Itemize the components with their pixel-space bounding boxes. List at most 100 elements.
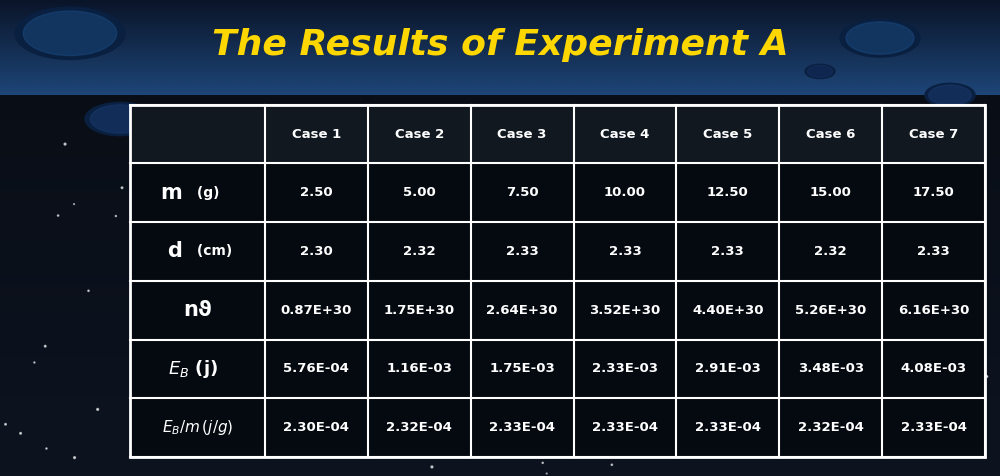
Point <box>304 180 320 188</box>
Point <box>131 245 147 253</box>
Point <box>655 320 671 327</box>
Point <box>887 352 903 359</box>
Point <box>50 212 66 219</box>
Bar <box>779 222 882 281</box>
Point <box>273 370 289 378</box>
Point <box>724 354 740 362</box>
Point <box>191 387 207 394</box>
Bar <box>130 281 265 339</box>
Bar <box>130 105 265 163</box>
Point <box>284 360 300 367</box>
Text: 2.50: 2.50 <box>300 186 333 199</box>
Text: 5.00: 5.00 <box>403 186 436 199</box>
Bar <box>265 222 368 281</box>
Bar <box>471 281 574 339</box>
Bar <box>471 339 574 398</box>
Bar <box>779 339 882 398</box>
Point <box>263 382 279 390</box>
Point <box>600 369 616 377</box>
Bar <box>574 163 676 222</box>
Text: 1.75E-03: 1.75E-03 <box>489 362 555 376</box>
Point <box>350 387 366 395</box>
Bar <box>574 339 676 398</box>
Text: 7.50: 7.50 <box>506 186 538 199</box>
Point <box>163 415 179 422</box>
Point <box>317 125 333 133</box>
Text: 4.40E+30: 4.40E+30 <box>692 304 764 317</box>
Bar <box>574 398 676 457</box>
Bar <box>368 398 471 457</box>
Bar <box>676 222 779 281</box>
Point <box>604 461 620 468</box>
Text: Case 7: Case 7 <box>909 128 958 140</box>
Bar <box>265 339 368 398</box>
Point <box>700 304 716 311</box>
Circle shape <box>85 102 155 136</box>
Circle shape <box>90 105 150 133</box>
Bar <box>368 281 471 339</box>
Point <box>424 463 440 471</box>
Bar <box>676 281 779 339</box>
Point <box>517 319 533 327</box>
Text: 4.08E-03: 4.08E-03 <box>901 362 967 376</box>
Text: Case 4: Case 4 <box>600 128 650 140</box>
Bar <box>676 339 779 398</box>
Text: 2.33: 2.33 <box>506 245 539 258</box>
Point <box>676 154 692 161</box>
Text: 17.50: 17.50 <box>913 186 954 199</box>
Point <box>590 136 606 143</box>
Text: 2.30: 2.30 <box>300 245 333 258</box>
Point <box>962 218 978 225</box>
Bar <box>779 163 882 222</box>
Point <box>0 420 14 428</box>
Point <box>38 445 54 452</box>
Text: 1.75E+30: 1.75E+30 <box>384 304 455 317</box>
Point <box>487 152 503 160</box>
Circle shape <box>805 64 835 79</box>
Bar <box>265 281 368 339</box>
Bar <box>130 163 265 222</box>
Point <box>26 358 42 366</box>
Text: 6.16E+30: 6.16E+30 <box>898 304 969 317</box>
Bar <box>676 163 779 222</box>
Bar <box>779 281 882 339</box>
Point <box>914 357 930 365</box>
Point <box>381 129 397 136</box>
Point <box>943 250 959 258</box>
Point <box>297 185 313 193</box>
Text: 2.32E-04: 2.32E-04 <box>386 421 452 434</box>
Bar <box>882 281 985 339</box>
Text: 2.33E-04: 2.33E-04 <box>592 421 658 434</box>
Text: 1.16E-03: 1.16E-03 <box>386 362 452 376</box>
Text: The Results of Experiment A: The Results of Experiment A <box>212 28 788 62</box>
Circle shape <box>807 65 833 78</box>
Bar <box>574 281 676 339</box>
Text: 2.33E-04: 2.33E-04 <box>695 421 761 434</box>
Circle shape <box>925 83 975 107</box>
Point <box>177 290 193 298</box>
Point <box>175 296 191 304</box>
Point <box>763 232 779 240</box>
Point <box>941 184 957 191</box>
Point <box>57 140 73 148</box>
Text: 2.32E-04: 2.32E-04 <box>798 421 864 434</box>
Text: 3.52E+30: 3.52E+30 <box>589 304 661 317</box>
Text: $\mathbf{m}$: $\mathbf{m}$ <box>160 183 182 203</box>
Point <box>349 365 365 372</box>
Bar <box>471 222 574 281</box>
Circle shape <box>23 11 117 56</box>
Point <box>807 298 823 305</box>
Bar <box>882 222 985 281</box>
Point <box>539 470 555 476</box>
Point <box>251 391 267 398</box>
Point <box>858 245 874 252</box>
Point <box>358 291 374 298</box>
Text: 5.26E+30: 5.26E+30 <box>795 304 866 317</box>
Point <box>192 326 208 333</box>
Point <box>204 272 220 279</box>
Text: (g): (g) <box>192 186 220 200</box>
Point <box>448 148 464 156</box>
Point <box>432 279 448 287</box>
Bar <box>265 105 985 163</box>
Point <box>37 342 53 350</box>
